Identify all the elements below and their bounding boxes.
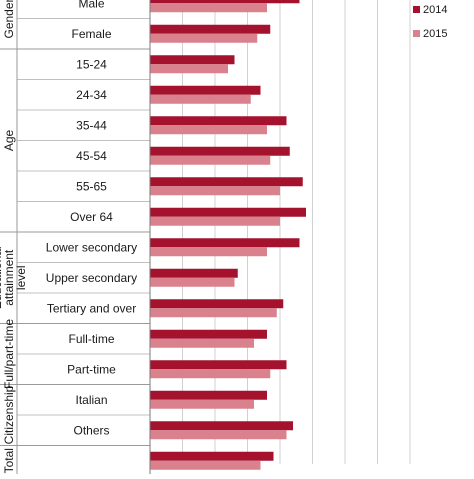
bar-2015 — [150, 399, 254, 409]
tick-label: Part-time — [67, 362, 116, 376]
tick-label: 45-54 — [76, 149, 107, 163]
group-label: Age — [2, 130, 16, 152]
bar-2014 — [150, 360, 287, 370]
bar-2015 — [150, 94, 251, 104]
bar-2014 — [150, 146, 290, 156]
group-label: attainment — [2, 249, 16, 306]
bar-2015 — [150, 3, 267, 13]
bar-2014 — [150, 268, 238, 278]
bar-2015 — [150, 338, 254, 348]
bar-2014 — [150, 238, 300, 248]
tick-label: Female — [71, 27, 111, 41]
tick-label: 55-65 — [76, 179, 107, 193]
bar-2014 — [150, 0, 300, 4]
tick-label: Upper secondary — [46, 271, 137, 285]
bar-2015 — [150, 460, 261, 470]
bar-2015 — [150, 247, 267, 257]
group-label: Educational — [0, 246, 4, 309]
bar-2014 — [150, 24, 271, 34]
bar-2014 — [150, 177, 303, 187]
bar-2014 — [150, 85, 261, 95]
tick-label: Others — [73, 423, 109, 437]
bar-2015 — [150, 277, 235, 287]
bar-2014 — [150, 55, 235, 65]
bar-2014 — [150, 207, 306, 217]
legend-swatch-2014 — [413, 6, 420, 13]
bar-2015 — [150, 430, 287, 440]
tick-label: 15-24 — [76, 57, 107, 71]
bar-2014 — [150, 116, 287, 126]
bar-2014 — [150, 421, 293, 431]
bar-2015 — [150, 186, 280, 196]
bar-2014 — [150, 451, 274, 461]
group-label: level — [14, 265, 28, 290]
legend-swatch-2015 — [413, 30, 420, 37]
bar-2014 — [150, 329, 267, 339]
tick-label: Italian — [75, 393, 107, 407]
group-label: Total — [2, 448, 16, 473]
bar-2014 — [150, 390, 267, 400]
bar-2015 — [150, 216, 280, 226]
tick-label: 35-44 — [76, 118, 107, 132]
legend-label: 2014 — [423, 4, 447, 16]
group-label: Gender — [2, 0, 16, 39]
group-label: Citizenship — [2, 385, 16, 444]
group-label: Full/part-time — [2, 319, 16, 389]
tick-label: 24-34 — [76, 88, 107, 102]
tick-label: Lower secondary — [46, 240, 137, 254]
bar-2014 — [150, 299, 284, 309]
tick-label: Over 64 — [70, 210, 113, 224]
tick-label: Male — [78, 0, 104, 10]
bar-2015 — [150, 125, 267, 135]
tick-label: Full-time — [68, 332, 114, 346]
legend-label: 2015 — [423, 28, 447, 40]
bar-2015 — [150, 369, 271, 379]
tick-label: Tertiary and over — [47, 301, 136, 315]
bar-2015 — [150, 155, 271, 165]
bar-2015 — [150, 33, 258, 43]
bar-2015 — [150, 308, 277, 318]
bar-2015 — [150, 64, 228, 74]
